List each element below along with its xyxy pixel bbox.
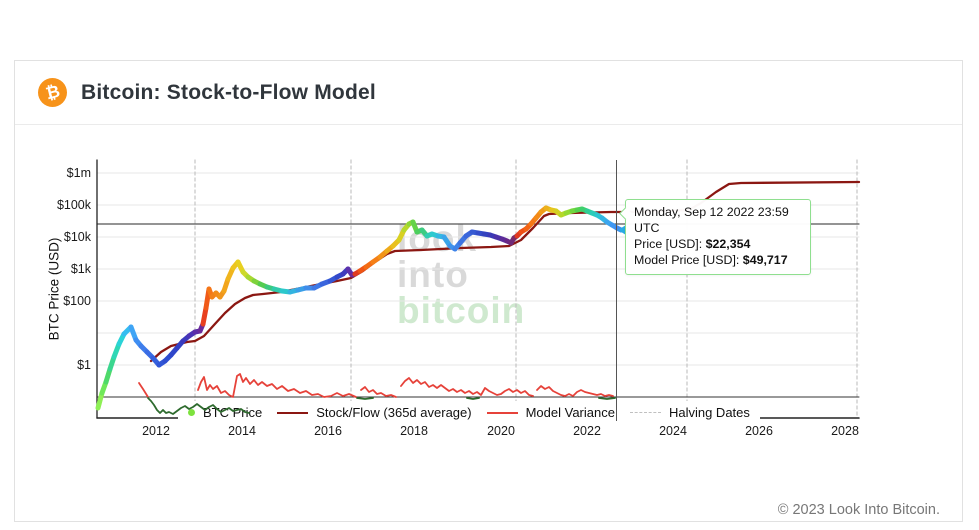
y-tick-1m: $1m <box>66 166 91 180</box>
tooltip-model-label: Model Price [USD]: <box>634 253 743 268</box>
legend-label: BTC Price <box>203 405 263 420</box>
legend-label: Halving Dates <box>668 405 750 420</box>
legend-item-model-variance[interactable]: Model Variance <box>486 405 615 420</box>
y-tick-1: $1 <box>77 358 91 372</box>
btc-price-line <box>614 225 624 233</box>
chart-plot[interactable] <box>15 125 961 521</box>
y-tick-10k: $10k <box>63 230 91 244</box>
x-tick-2024: 2024 <box>659 424 687 438</box>
dot-marker-icon <box>188 409 195 416</box>
btc-price-line <box>95 390 105 411</box>
legend: BTC Price Stock/Flow (365d average) Model … <box>178 401 760 424</box>
tooltip-model-row: Model Price [USD]: $49,717 <box>634 252 802 268</box>
watermark: look into bitcoin <box>397 220 526 331</box>
x-tick-2016: 2016 <box>314 424 342 438</box>
watermark-line-2: into <box>397 254 469 295</box>
tooltip: Monday, Sep 12 2022 23:59 UTC Price [USD… <box>625 199 811 275</box>
line-marker-icon <box>277 411 309 414</box>
x-tick-2020: 2020 <box>487 424 515 438</box>
crosshair-vertical-line <box>616 160 617 421</box>
tooltip-model-value: $49,717 <box>742 253 788 268</box>
x-tick-2028: 2028 <box>831 424 859 438</box>
tooltip-date: Monday, Sep 12 2022 23:59 UTC <box>634 205 789 236</box>
tooltip-price-row: Price [USD]: $22,354 <box>634 236 802 252</box>
model-variance-line <box>400 377 534 397</box>
chart-area[interactable]: look into bitcoin BTC Price (USD) $1m $10… <box>15 125 962 521</box>
legend-item-halving-dates[interactable]: Halving Dates <box>629 405 750 420</box>
x-tick-2022: 2022 <box>573 424 601 438</box>
dashed-marker-icon <box>629 412 661 413</box>
bitcoin-logo-icon: ₿ <box>38 78 67 107</box>
tooltip-price-value: $22,354 <box>705 237 751 252</box>
legend-item-stock-flow-365d-average-[interactable]: Stock/Flow (365d average) <box>277 405 472 420</box>
line-marker-icon <box>486 411 518 414</box>
btc-price-line <box>200 305 209 327</box>
x-tick-2026: 2026 <box>745 424 773 438</box>
y-tick-100k: $100k <box>56 198 91 212</box>
x-tick-2014: 2014 <box>228 424 256 438</box>
y-axis-title: BTC Price (USD) <box>46 237 62 341</box>
copyright-text: © 2023 Look Into Bitcoin. <box>777 502 940 518</box>
model-variance-line <box>360 386 397 398</box>
y-tick-1k: $1k <box>70 262 91 276</box>
y-tick-100: $100 <box>63 294 91 308</box>
legend-item-btc-price[interactable]: BTC Price <box>188 405 262 420</box>
tooltip-price-label: Price [USD]: <box>634 237 706 252</box>
x-tick-2012: 2012 <box>142 424 170 438</box>
model-variance-line <box>197 373 357 398</box>
model-variance-line <box>138 382 149 398</box>
bitcoin-symbol: ₿ <box>43 81 62 104</box>
model-variance-line <box>536 385 614 397</box>
x-tick-2018: 2018 <box>400 424 428 438</box>
card-header: ₿ Bitcoin: Stock-to-Flow Model <box>15 61 962 125</box>
legend-label: Stock/Flow (365d average) <box>316 405 472 420</box>
chart-card: ₿ Bitcoin: Stock-to-Flow Model look into… <box>14 60 963 522</box>
watermark-line-3: bitcoin <box>397 290 526 331</box>
page-title: Bitcoin: Stock-to-Flow Model <box>81 80 376 104</box>
legend-label: Model Variance <box>525 405 615 420</box>
